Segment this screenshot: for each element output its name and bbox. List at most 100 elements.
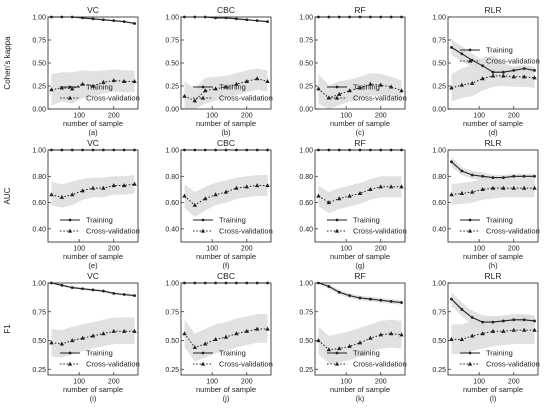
- cv-point: [326, 200, 332, 205]
- training-point: [224, 148, 228, 152]
- panel-label: (d): [488, 128, 498, 137]
- cv-point: [121, 79, 127, 83]
- cv-point: [521, 74, 527, 79]
- cv-point: [265, 183, 270, 188]
- training-point: [460, 169, 464, 173]
- xaxis-label: number of sample: [463, 119, 523, 128]
- cv-point: [511, 74, 516, 79]
- legend-training-label: Training: [486, 216, 513, 225]
- training-point: [214, 148, 218, 152]
- plot-frame: [447, 282, 539, 376]
- xtick-label: 100: [340, 113, 352, 120]
- ytick-label: 0.50: [32, 61, 46, 68]
- legend-cv-marker: [200, 95, 206, 100]
- training-point: [101, 289, 105, 293]
- training-point: [203, 281, 207, 285]
- row-ylabel: F1: [3, 324, 12, 334]
- ytick-label: 0.60: [432, 200, 446, 207]
- series-band: [451, 55, 535, 102]
- row-ylabel: AUC: [3, 187, 12, 204]
- plot-frame: [447, 149, 539, 243]
- training-point: [91, 148, 95, 152]
- training-point: [193, 15, 197, 19]
- ytick-label: 1.00: [165, 15, 179, 22]
- training-point: [70, 15, 74, 19]
- ytick-label: 0.25: [432, 84, 446, 91]
- cv-point: [49, 340, 54, 345]
- ytick-label: 0.50: [432, 338, 446, 345]
- xtick-label: 100: [340, 379, 352, 386]
- legend-cv-marker: [67, 361, 73, 366]
- xtick-label: 200: [241, 379, 253, 386]
- training-point: [460, 308, 464, 311]
- cv-point: [90, 333, 96, 338]
- training-point: [358, 15, 362, 19]
- training-point: [522, 67, 526, 70]
- chart-title: RLR: [484, 138, 501, 148]
- legend-cv-label: Cross-validation: [486, 360, 540, 369]
- legend-training-label: Training: [486, 349, 513, 358]
- training-point: [337, 290, 341, 294]
- xtick-label: 100: [73, 246, 85, 253]
- cv-point: [70, 192, 75, 197]
- panel-label: (j): [223, 394, 230, 403]
- training-point: [234, 281, 238, 285]
- cv-line: [318, 186, 402, 204]
- cv-point: [480, 187, 485, 192]
- cv-point: [59, 341, 65, 346]
- ytick-label: 0.00: [165, 107, 179, 114]
- training-point: [512, 318, 516, 322]
- ytick-label: 0.40: [299, 226, 313, 233]
- cv-point: [203, 88, 208, 93]
- ytick-label: 0.75: [432, 38, 446, 45]
- cv-point: [368, 81, 373, 86]
- cv-point: [337, 346, 342, 351]
- xaxis-label: number of sample: [330, 385, 390, 394]
- series-band: [51, 317, 135, 358]
- xtick-label: 200: [108, 113, 120, 120]
- xaxis-label: number of sample: [463, 252, 523, 261]
- cv-point: [265, 326, 270, 331]
- training-point: [389, 300, 393, 303]
- ytick-label: 1.00: [165, 148, 179, 155]
- cv-point: [132, 181, 137, 186]
- ytick-label: 0.75: [432, 309, 446, 316]
- cv-point: [90, 185, 96, 190]
- ytick-label: 0.75: [165, 38, 179, 45]
- legend-cv-label: Cross-validation: [219, 94, 273, 103]
- training-point: [460, 52, 464, 56]
- cv-point: [234, 81, 239, 86]
- cv-line: [451, 187, 535, 196]
- chart-title: VC: [87, 5, 99, 15]
- training-point: [91, 288, 95, 292]
- chart-title: RLR: [484, 271, 501, 281]
- xaxis-label: number of sample: [63, 385, 123, 394]
- cv-point: [192, 345, 198, 349]
- cv-point: [480, 76, 485, 81]
- training-point: [522, 318, 526, 322]
- legend-cv-marker: [467, 228, 473, 233]
- training-point: [255, 281, 259, 285]
- ytick-label: 1.00: [299, 281, 313, 288]
- training-point: [491, 70, 495, 74]
- training-point: [470, 58, 474, 62]
- plot-frame: [314, 282, 406, 376]
- training-point: [327, 148, 331, 152]
- cv-point: [223, 334, 229, 339]
- training-point: [183, 281, 186, 285]
- xtick-label: 100: [473, 113, 485, 120]
- series-band: [184, 68, 268, 109]
- cv-point: [326, 95, 332, 100]
- legend-training-label: Training: [86, 216, 113, 225]
- ytick-label: 0.80: [32, 174, 46, 181]
- cv-point: [316, 86, 321, 91]
- training-point: [533, 174, 536, 178]
- training-point: [389, 15, 393, 19]
- xaxis-label: number of sample: [63, 119, 123, 128]
- xtick-label: 200: [375, 246, 387, 253]
- legend-cv-marker: [334, 228, 340, 233]
- legend-cv-marker: [467, 361, 473, 366]
